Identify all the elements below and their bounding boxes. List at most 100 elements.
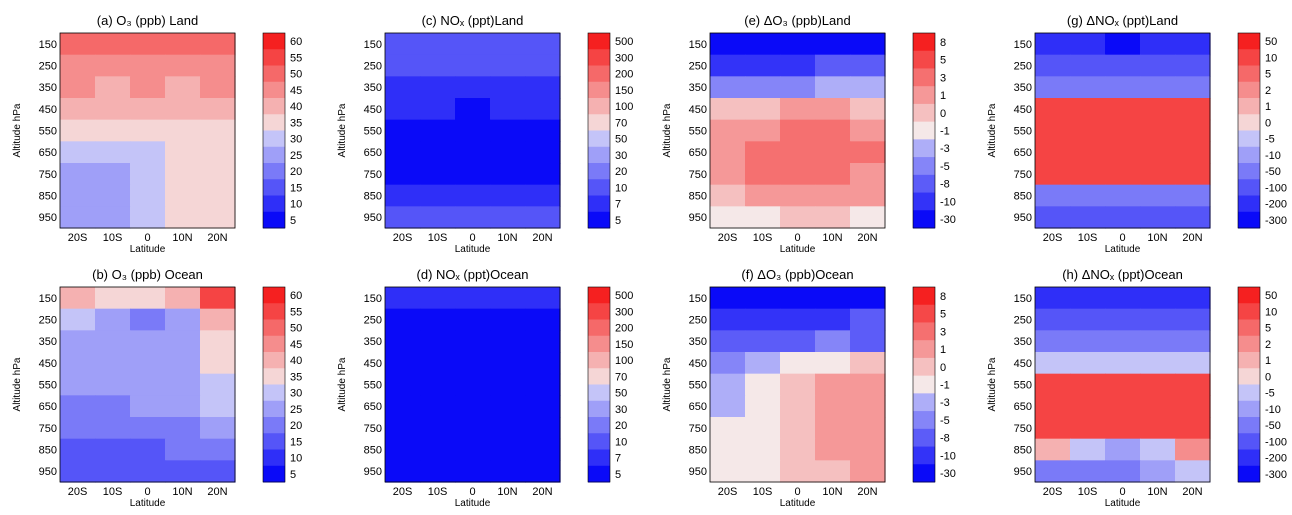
cell-e-5-4 [850,141,886,164]
colorbar-label-a-9: 15 [290,182,302,194]
cell-f-4-0 [710,373,746,396]
cell-h-4-3 [1140,373,1176,396]
colorbar-swatch-d-11 [588,465,610,483]
panel-title-h: (h) ΔNOₓ (ppt)Ocean [1062,267,1183,282]
x-tick-f-3: 10N [822,486,842,498]
cell-h-3-2 [1105,352,1141,375]
y-axis-label-c: Altitude hPa [337,103,348,157]
cell-c-6-3 [490,163,526,186]
colorbar-label-h-4: 1 [1265,355,1271,367]
cell-a-7-3 [165,184,201,207]
colorbar-swatch-b-1 [263,303,285,320]
cell-f-6-3 [815,417,851,440]
cell-g-0-2 [1105,33,1141,56]
y-tick-c-4: 550 [364,126,382,138]
colorbar-label-g-3: 2 [1265,85,1271,97]
cell-f-3-3 [815,352,851,375]
cell-g-6-3 [1140,163,1176,186]
cell-a-4-1 [95,119,131,142]
colorbar-swatch-h-1 [1238,303,1260,320]
colorbar-swatch-c-7 [588,146,610,164]
cell-f-7-0 [710,438,746,461]
colorbar-label-f-3: 1 [940,344,946,356]
colorbar-label-h-10: -200 [1265,453,1287,465]
y-tick-b-7: 850 [39,445,57,457]
cell-c-3-3 [490,98,526,121]
colorbar-frame-d [587,286,611,483]
panel-c: (c) NOₓ (ppt)Land15025035045055065075085… [337,13,633,255]
cell-h-6-0 [1035,417,1071,440]
colorbar-frame-c [587,32,611,229]
cell-f-6-4 [850,417,886,440]
cell-a-4-4 [200,119,236,142]
cell-g-8-4 [1175,206,1211,229]
cell-e-2-0 [710,76,746,99]
cell-d-8-4 [525,460,561,483]
colorbar-swatch-a-10 [263,195,285,213]
y-tick-a-3: 450 [39,104,57,116]
cell-f-2-4 [850,330,886,353]
cell-g-4-4 [1175,119,1211,142]
cell-f-8-0 [710,460,746,483]
colorbar-swatch-d-3 [588,335,610,353]
cell-a-0-0 [60,33,96,56]
cell-c-0-4 [525,33,561,56]
colorbar-swatch-g-10 [1238,195,1260,213]
cell-e-5-3 [815,141,851,164]
cell-b-3-4 [200,352,236,375]
cell-e-2-1 [745,76,781,99]
cell-e-1-0 [710,54,746,77]
y-tick-a-0: 150 [39,39,57,51]
cell-c-7-2 [455,184,491,207]
y-tick-g-7: 850 [1014,191,1032,203]
y-tick-e-7: 850 [689,191,707,203]
cell-a-7-0 [60,184,96,207]
y-tick-d-4: 550 [364,380,382,392]
cell-e-8-2 [780,206,816,229]
colorbar-label-e-1: 5 [940,55,946,67]
y-tick-c-2: 350 [364,82,382,94]
y-tick-f-0: 150 [689,293,707,305]
cell-b-3-2 [130,352,166,375]
cell-e-1-4 [850,54,886,77]
cell-h-2-1 [1070,330,1106,353]
cell-b-1-2 [130,308,166,331]
cell-b-6-0 [60,417,96,440]
x-tick-e-3: 10N [822,232,842,244]
cell-e-1-2 [780,54,816,77]
colorbar-label-b-7: 25 [290,404,302,416]
colorbar-label-d-5: 70 [615,371,627,383]
colorbar-swatch-f-1 [913,304,935,323]
cell-b-2-0 [60,330,96,353]
cell-c-3-2 [455,98,491,121]
colorbar-swatch-g-2 [1238,65,1260,83]
colorbar-label-f-9: -10 [940,450,956,462]
y-tick-f-5: 650 [689,401,707,413]
cell-a-2-1 [95,76,131,99]
cell-h-2-3 [1140,330,1176,353]
colorbar-label-d-3: 150 [615,339,633,351]
colorbar-swatch-d-4 [588,352,610,369]
cell-c-3-4 [525,98,561,121]
cell-e-6-0 [710,163,746,186]
colorbar-label-e-7: -5 [940,161,950,173]
colorbar-swatch-a-1 [263,49,285,66]
colorbar-swatch-a-2 [263,65,285,83]
colorbar-swatch-f-7 [913,411,935,430]
cell-d-0-3 [490,287,526,310]
colorbar-swatch-e-3 [913,86,935,105]
colorbar-label-g-11: -300 [1265,215,1287,227]
colorbar-swatch-f-4 [913,357,935,377]
cell-c-1-4 [525,54,561,77]
cell-f-0-4 [850,287,886,310]
x-tick-h-0: 20S [1043,486,1063,498]
x-axis-label-b: Latitude [130,498,166,509]
cell-d-1-2 [455,308,491,331]
y-axis-label-f: Altitude hPa [662,357,673,411]
cell-b-1-4 [200,308,236,331]
cell-c-0-1 [420,33,456,56]
x-tick-a-4: 20N [207,232,227,244]
x-tick-d-1: 10S [428,486,448,498]
cell-f-2-2 [780,330,816,353]
